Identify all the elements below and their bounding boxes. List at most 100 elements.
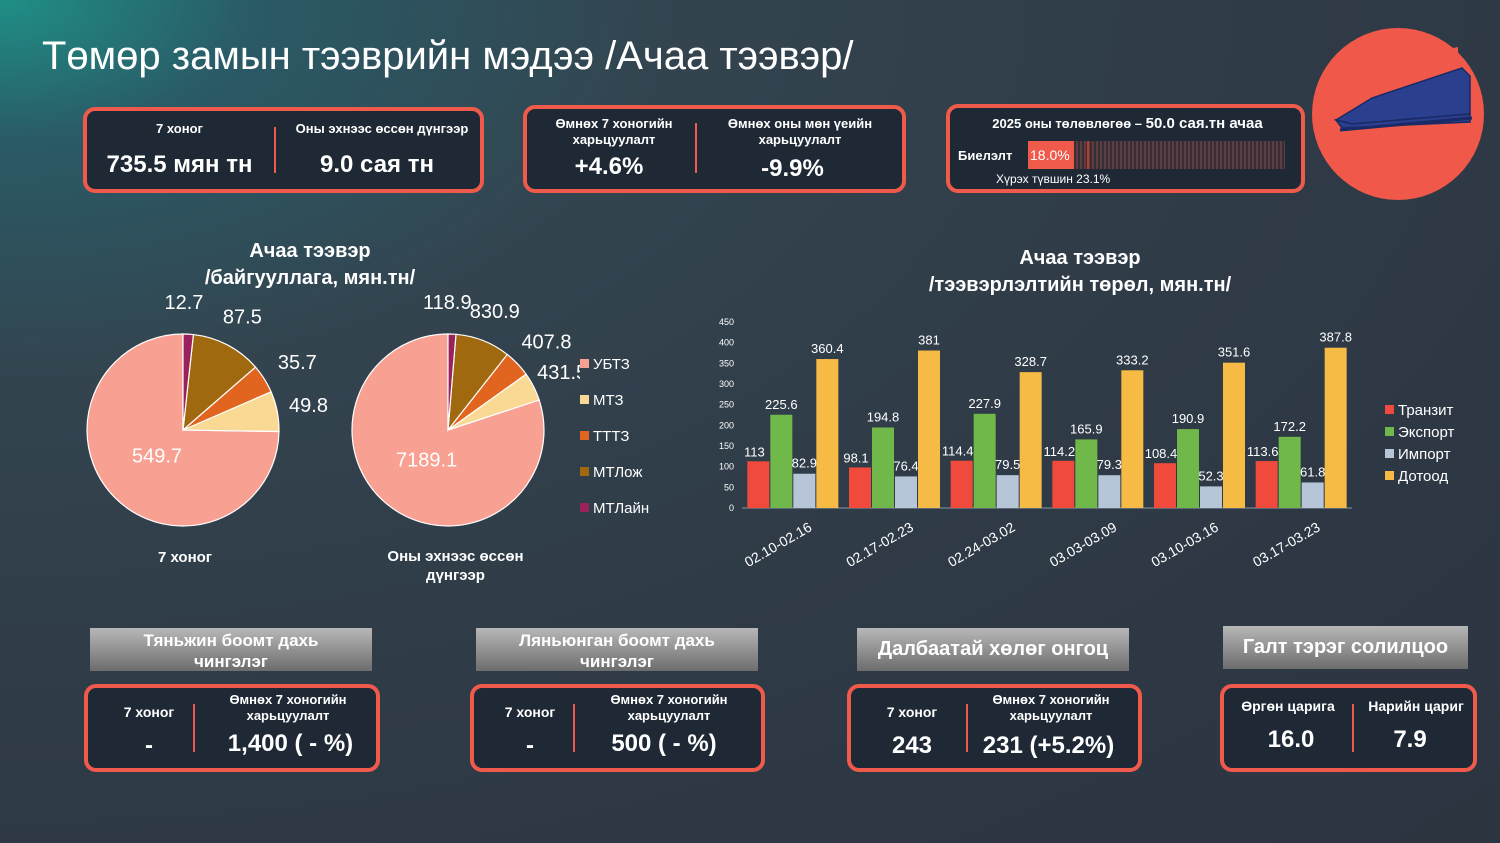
train-logo — [1312, 28, 1484, 200]
plan-title-prefix: 2025 оны төлөвлөгөө – — [992, 116, 1146, 131]
kpi-divider — [695, 123, 697, 173]
kpi-card-cargo: 7 хоног 735.5 мян тн Оны эхнээс өссөн дү… — [83, 107, 484, 193]
card-divider — [1352, 704, 1354, 752]
tianjin-week-label: 7 хоног — [123, 704, 175, 720]
y-tick-label: 200 — [719, 420, 734, 430]
bar-Экспорт-02.17-02.23 — [872, 427, 894, 508]
y-tick-label: 150 — [719, 441, 734, 451]
trains-header: Галт тэрэг солилцоо — [1223, 626, 1468, 669]
plan-progress-track: 18.0% — [1028, 141, 1285, 169]
bar-title-line1: Ачаа тээвэр — [1019, 247, 1141, 269]
card-divider — [966, 704, 968, 752]
trains-wide-value: 16.0 — [1267, 726, 1315, 753]
bar-Транзит-02.10-02.16 — [747, 461, 770, 508]
prev-year-value: -9.9% — [761, 155, 824, 182]
plan-target-marker — [1087, 141, 1090, 169]
legend-item-import: Импорт — [1385, 446, 1450, 463]
bar-data-label: 227.9 — [968, 396, 1001, 411]
legend-swatch — [580, 431, 589, 440]
legend-item-tttz: ТТТЗ — [580, 428, 629, 445]
card-divider — [573, 704, 575, 752]
legend-label: Транзит — [1398, 402, 1454, 419]
tianjin-card: 7 хоног - Өмнөх 7 хоногийн харьцуулалт 1… — [84, 684, 380, 772]
bar-data-label: 328.7 — [1014, 354, 1047, 369]
bar-Экспорт-03.03-03.09 — [1075, 439, 1098, 508]
trains-card: Өргөн царига 16.0 Нарийн цариг 7.9 — [1220, 684, 1477, 772]
pie-data-label: 407.8 — [521, 332, 571, 354]
pie-data-label: 830.9 — [470, 301, 520, 323]
x-tick-label: 02.17-02.23 — [843, 519, 916, 570]
y-tick-label: 450 — [719, 317, 734, 327]
bar-data-label: 381 — [918, 333, 940, 348]
pie-section-title: Ачаа тээвэр /байгууллага, мян.тн/ — [150, 238, 470, 292]
tianjin-header: Тяньжин боомт дахь чингэлэг — [90, 628, 372, 671]
pie-data-label: 118.9 — [423, 292, 472, 314]
bar-chart: 0 50 100 150 200 250 300 350 400 450 113 225.6 82.9 3… — [719, 317, 1352, 570]
bar-Экспорт-02.24-03.02 — [973, 413, 996, 508]
legend-item-transit: Транзит — [1385, 402, 1453, 419]
ships-week-value: 243 — [891, 732, 933, 759]
plan-exec-label: Биелэлт — [958, 148, 1013, 163]
trains-narrow-value: 7.9 — [1393, 726, 1427, 753]
bar-Импорт-03.17-03.23 — [1301, 482, 1324, 508]
pie-charts: 549.7 49.8 35.7 87.5 12.7 7189.1 431.5 407.8830… — [86, 292, 580, 527]
pie-title-line1: Ачаа тээвэр — [249, 240, 371, 262]
lianyungang-card: 7 хоног - Өмнөх 7 хоногийн харьцуулалт 5… — [470, 684, 765, 772]
x-tick-label: 03.10-03.16 — [1148, 519, 1221, 570]
bar-data-label: 114.4 — [942, 444, 974, 459]
bar-Импорт-02.24-03.02 — [996, 475, 1019, 508]
legend-label: Дотоод — [1398, 468, 1449, 485]
pie-title-line2: /байгууллага, мян.тн/ — [204, 267, 416, 289]
bar-Транзит-03.03-03.09 — [1052, 460, 1075, 508]
kpi-divider — [274, 127, 276, 173]
pie-data-label: 87.5 — [223, 307, 262, 329]
bar-Транзит-03.17-03.23 — [1255, 461, 1278, 508]
x-tick-label: 03.17-03.23 — [1250, 519, 1323, 570]
bar-data-label: 82.9 — [792, 456, 817, 471]
pie-slice-МТЛайн — [447, 333, 457, 431]
bar-data-label: 225.6 — [765, 397, 798, 412]
legend-swatch — [580, 503, 589, 512]
pie-data-label: 12.7 — [164, 292, 203, 314]
plan-title-value: 50.0 сая.тн ачаа — [1145, 115, 1263, 132]
legend-swatch — [580, 359, 589, 368]
legend-item-mtlozh: МТЛож — [580, 464, 642, 481]
bar-data-label: 387.8 — [1319, 330, 1352, 345]
tianjin-prev-label: Өмнөх 7 хоногийн харьцуулалт — [229, 692, 347, 723]
legend-item-ubtz: УБТЗ — [580, 356, 630, 373]
trains-wide-label: Өргөн царига — [1241, 698, 1335, 714]
pie-caption-week: 7 хоног — [157, 549, 213, 566]
y-tick-label: 300 — [719, 379, 734, 389]
bar-title-line2: /тээвэрлэлтийн төрөл, мян.тн/ — [928, 274, 1232, 296]
pie-caption-ytd: Оны эхнээс өссөн дүнгээр — [387, 548, 524, 584]
tianjin-prev-value: 1,400 ( - %) — [227, 730, 354, 757]
lianyungang-week-label: 7 хоног — [504, 704, 556, 720]
bar-Импорт-03.03-03.09 — [1098, 475, 1121, 508]
plan-progress-fill — [1028, 141, 1075, 169]
bar-Транзит-03.10-03.16 — [1154, 463, 1176, 508]
bar-data-label: 114.2 — [1044, 444, 1076, 459]
bar-Импорт-02.10-02.16 — [793, 473, 816, 508]
bar-data-label: 351.6 — [1218, 345, 1251, 360]
train-icon — [1334, 46, 1473, 132]
ships-prev-value: 231 (+5.2%) — [982, 732, 1115, 759]
y-tick-label: 100 — [719, 462, 734, 472]
legend-item-mtlain: МТЛайн — [580, 500, 649, 517]
bar-data-label: 108.4 — [1145, 446, 1178, 461]
bar-Дотоод-02.10-02.16 — [816, 359, 839, 508]
pie-data-label: 35.7 — [278, 352, 317, 374]
bar-Экспорт-02.10-02.16 — [770, 414, 793, 508]
bar-Экспорт-03.10-03.16 — [1177, 429, 1199, 508]
y-tick-label: 0 — [729, 503, 734, 513]
legend-item-export: Экспорт — [1385, 424, 1454, 441]
bar-data-label: 79.5 — [995, 457, 1020, 472]
legend-label: МТЛож — [593, 464, 643, 481]
kpi-week-value: 735.5 мян тн — [106, 151, 253, 178]
bar-Дотоод-02.17-02.23 — [918, 350, 940, 508]
kpi-card-comparison: Өмнөх 7 хоногийн харьцуулалт +4.6% Өмнөх… — [523, 105, 906, 193]
tianjin-week-value: - — [145, 732, 153, 759]
plan-card: 2025 оны төлөвлөгөө – 50.0 сая.тн ачаа Б… — [946, 104, 1305, 193]
x-tick-label: 03.03-03.09 — [1047, 519, 1120, 570]
bar-data-label: 333.2 — [1116, 352, 1149, 367]
x-tick-label: 02.24-03.02 — [945, 519, 1018, 570]
